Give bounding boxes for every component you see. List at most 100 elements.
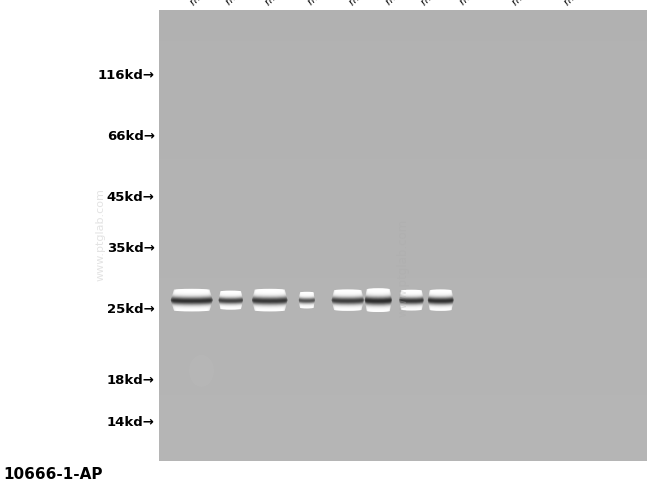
Ellipse shape <box>429 305 452 307</box>
Ellipse shape <box>174 308 210 310</box>
Ellipse shape <box>299 298 315 299</box>
Bar <box>159 228 647 229</box>
Bar <box>159 324 647 326</box>
Bar <box>159 268 647 270</box>
Ellipse shape <box>220 292 242 294</box>
Bar <box>159 37 647 39</box>
Ellipse shape <box>333 307 362 309</box>
Ellipse shape <box>218 298 243 300</box>
Ellipse shape <box>366 307 391 309</box>
Ellipse shape <box>174 289 210 291</box>
Ellipse shape <box>332 298 364 301</box>
Ellipse shape <box>429 305 452 306</box>
Bar <box>159 133 647 135</box>
Bar <box>159 242 647 243</box>
Ellipse shape <box>220 291 241 293</box>
Ellipse shape <box>171 297 213 300</box>
Ellipse shape <box>333 292 362 294</box>
Ellipse shape <box>428 303 453 305</box>
Ellipse shape <box>300 294 314 296</box>
Bar <box>159 369 647 371</box>
Ellipse shape <box>399 298 424 300</box>
Text: 25kd→: 25kd→ <box>107 304 155 316</box>
Ellipse shape <box>254 290 285 293</box>
Ellipse shape <box>171 300 213 302</box>
Bar <box>159 107 647 109</box>
Ellipse shape <box>220 307 241 309</box>
Bar <box>159 125 647 127</box>
Ellipse shape <box>399 299 424 301</box>
Ellipse shape <box>367 307 390 310</box>
Ellipse shape <box>172 296 212 298</box>
Ellipse shape <box>299 298 315 300</box>
Ellipse shape <box>333 303 363 305</box>
Bar <box>159 314 647 315</box>
Ellipse shape <box>254 293 286 296</box>
Ellipse shape <box>365 295 391 297</box>
Bar <box>159 86 647 88</box>
Ellipse shape <box>365 301 391 303</box>
Ellipse shape <box>332 299 364 301</box>
Bar <box>159 183 647 184</box>
Ellipse shape <box>400 294 422 296</box>
Bar <box>159 35 647 37</box>
Ellipse shape <box>400 297 423 300</box>
Bar <box>159 32 647 34</box>
Ellipse shape <box>400 296 423 298</box>
Ellipse shape <box>401 291 422 293</box>
Ellipse shape <box>428 296 453 298</box>
Ellipse shape <box>400 304 422 306</box>
Bar <box>159 83 647 85</box>
Ellipse shape <box>366 304 391 306</box>
Bar <box>159 312 647 314</box>
Bar <box>159 457 647 458</box>
Bar <box>159 117 647 118</box>
Ellipse shape <box>333 305 363 307</box>
Bar <box>159 40 647 41</box>
Bar <box>159 311 647 312</box>
Ellipse shape <box>334 290 361 292</box>
Ellipse shape <box>365 296 391 298</box>
Ellipse shape <box>173 292 211 295</box>
Ellipse shape <box>174 290 210 292</box>
Bar <box>159 327 647 329</box>
Bar <box>159 20 647 22</box>
Bar <box>159 62 647 64</box>
Ellipse shape <box>254 307 285 310</box>
Bar <box>159 130 647 132</box>
Ellipse shape <box>254 294 286 296</box>
Bar <box>159 255 647 257</box>
Ellipse shape <box>400 306 422 308</box>
Bar <box>159 46 647 47</box>
Ellipse shape <box>220 304 242 306</box>
Ellipse shape <box>429 305 452 307</box>
Bar <box>159 190 647 192</box>
Ellipse shape <box>300 305 314 306</box>
Ellipse shape <box>429 293 452 295</box>
Bar <box>159 88 647 89</box>
Ellipse shape <box>218 299 243 301</box>
Bar <box>159 445 647 446</box>
Ellipse shape <box>172 303 212 305</box>
Ellipse shape <box>254 305 286 307</box>
Ellipse shape <box>254 293 286 295</box>
Ellipse shape <box>299 300 315 302</box>
Ellipse shape <box>219 301 242 303</box>
Bar <box>159 261 647 263</box>
Ellipse shape <box>365 298 392 300</box>
Ellipse shape <box>367 289 390 291</box>
Bar <box>159 359 647 360</box>
Bar <box>159 70 647 71</box>
Ellipse shape <box>366 294 391 296</box>
Bar <box>159 393 647 395</box>
Ellipse shape <box>400 295 423 297</box>
Ellipse shape <box>220 305 242 306</box>
Ellipse shape <box>172 305 211 307</box>
Ellipse shape <box>174 307 210 310</box>
Bar <box>159 323 647 324</box>
Text: 14kd→: 14kd→ <box>107 416 155 428</box>
Bar <box>159 218 647 219</box>
Ellipse shape <box>220 294 242 296</box>
Bar <box>159 414 647 416</box>
Bar <box>159 336 647 338</box>
